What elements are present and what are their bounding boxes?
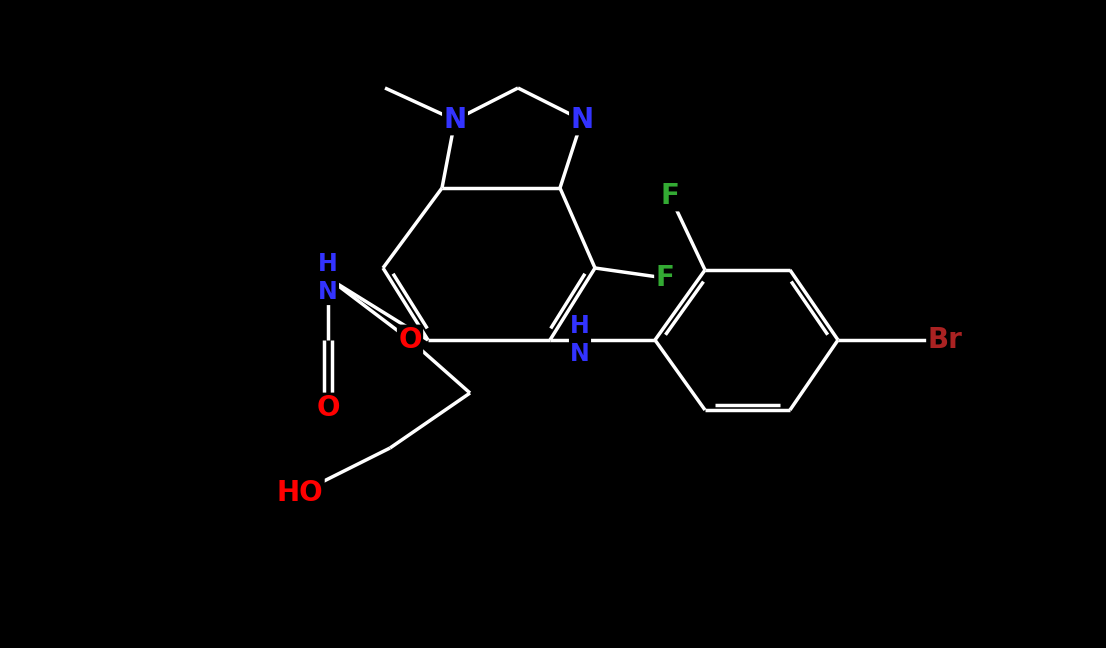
Text: H
N: H N bbox=[319, 252, 337, 304]
Text: N: N bbox=[444, 106, 467, 134]
Text: H
N: H N bbox=[570, 314, 589, 366]
Text: Br: Br bbox=[928, 326, 962, 354]
Text: HO: HO bbox=[276, 479, 323, 507]
Text: O: O bbox=[316, 394, 340, 422]
Text: F: F bbox=[660, 182, 679, 210]
Text: F: F bbox=[656, 264, 675, 292]
Text: O: O bbox=[398, 326, 421, 354]
Text: N: N bbox=[571, 106, 594, 134]
